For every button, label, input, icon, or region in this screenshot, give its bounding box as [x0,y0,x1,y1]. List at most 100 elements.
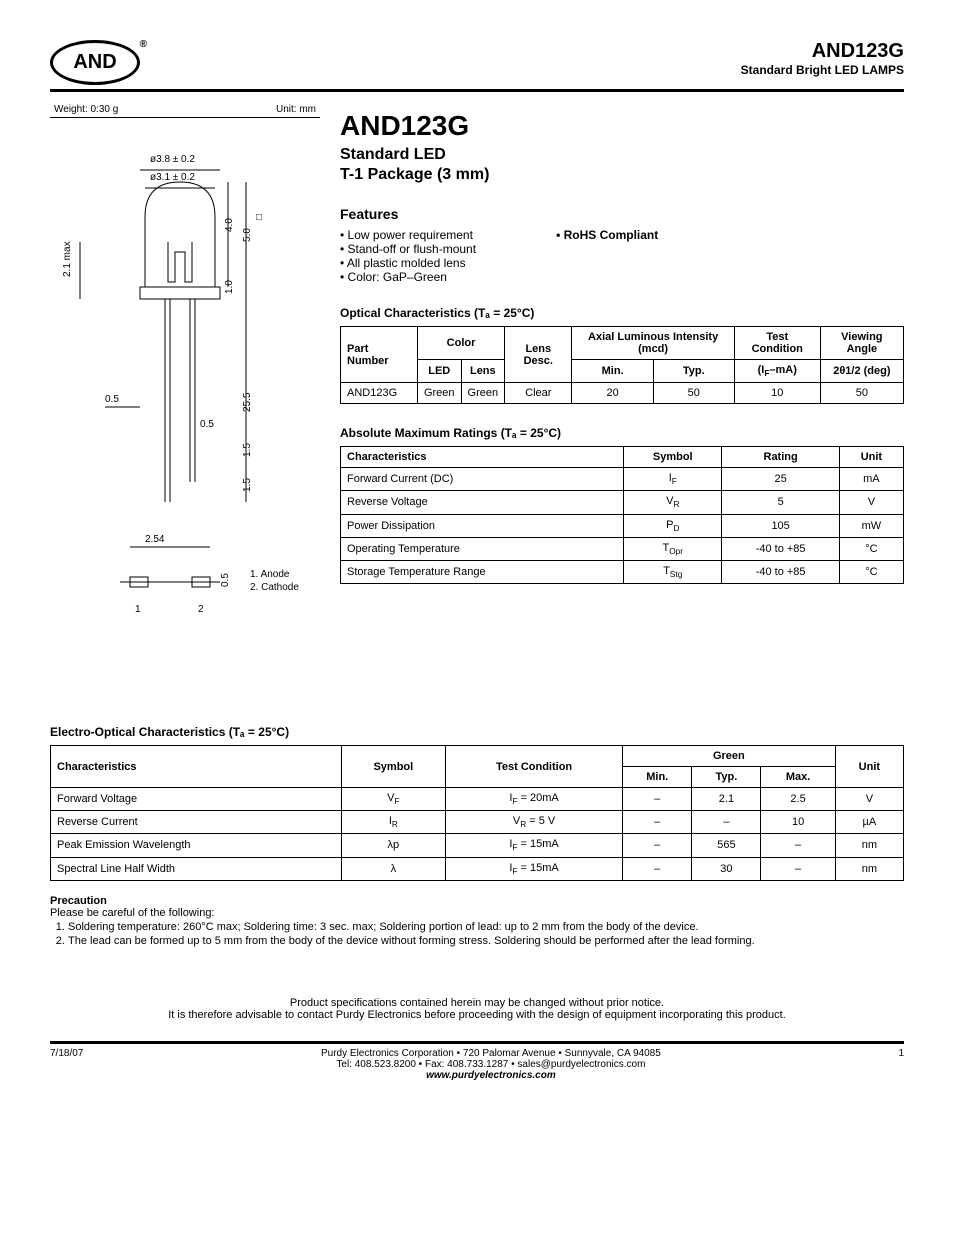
table-row: Spectral Line Half Width λ IF = 15mA – 3… [51,857,904,880]
electro-heading: Electro-Optical Characteristics (Tₐ = 25… [50,725,904,739]
col-rating: Rating [722,447,839,468]
col-unit: Unit [835,746,903,788]
cell: Spectral Line Half Width [51,857,342,880]
svg-text:ø3.8 ± 0.2: ø3.8 ± 0.2 [150,154,195,165]
absmax-heading: Absolute Maximum Ratings (Tₐ = 25°C) [340,426,904,440]
cell: 5 [722,491,839,514]
cell: 10 [734,383,820,404]
col-char: Characteristics [51,746,342,788]
svg-text:2. Cathode: 2. Cathode [250,582,299,593]
svg-text:2: 2 [198,604,204,615]
cell: V [835,788,903,811]
col-char: Characteristics [341,447,624,468]
svg-text:1: 1 [135,604,141,615]
main-columns: Weight: 0:30 g Unit: mm ø3.8 ± 0.2 [50,104,904,695]
logo-registered: ® [140,39,147,50]
cell: TOpr [624,537,722,560]
cell: 565 [692,834,761,857]
col-unit: Unit [839,447,903,468]
cell: VR = 5 V [446,811,623,834]
cell: Reverse Current [51,811,342,834]
cell: 50 [820,383,903,404]
electro-section: Electro-Optical Characteristics (Tₐ = 25… [50,725,904,1021]
svg-text:0.5: 0.5 [220,573,231,587]
table-row: AND123G Green Green Clear 20 50 10 50 [341,383,904,404]
footer-date: 7/18/07 [50,1048,83,1059]
header-subtitle: Standard Bright LED LAMPS [741,63,904,77]
precaution-title: Precaution [50,895,904,907]
svg-text:1.0: 1.0 [224,280,235,294]
col-test-sub: (IF–mA) [734,360,820,383]
footer-contact: Tel: 408.523.8200 • Fax: 408.733.1287 • … [83,1059,898,1070]
cell: 2.1 [692,788,761,811]
features-row: Low power requirement Stand-off or flush… [340,228,904,284]
cell: IF = 15mA [446,834,623,857]
features-list: Low power requirement Stand-off or flush… [340,228,476,284]
col-lens: Lens Desc. [505,327,572,383]
col-test: Test Condition [734,327,820,360]
header-part-number: AND123G [741,40,904,63]
col-max: Max. [761,767,835,788]
svg-text:2.1 max: 2.1 max [62,241,73,277]
cell: IF [624,468,722,491]
svg-text:25.5: 25.5 [242,392,253,412]
logo-text: AND [73,51,116,74]
cell: λp [341,834,446,857]
footer-center: Purdy Electronics Corporation • 720 Palo… [83,1048,898,1081]
col-typ: Typ. [692,767,761,788]
notice-section: Product specifications contained herein … [50,997,904,1021]
feature-item: Stand-off or flush-mount [340,242,476,256]
cell: 2.5 [761,788,835,811]
cell: TStg [624,560,722,583]
cell: λ [341,857,446,880]
cell: Peak Emission Wavelength [51,834,342,857]
cell: IR [341,811,446,834]
col-test: Test Condition [446,746,623,788]
package-diagram: ø3.8 ± 0.2 ø3.1 ± 0.2 2.1 max 4.0 5.0 □ … [50,122,320,692]
table-row: Operating Temperature TOpr -40 to +85 °C [341,537,904,560]
precaution-section: Precaution Please be careful of the foll… [50,895,904,947]
table-row: Reverse Voltage VR 5 V [341,491,904,514]
title-sub2: T-1 Package (3 mm) [340,166,904,184]
table-row: Power Dissipation PD 105 mW [341,514,904,537]
precaution-list: Soldering temperature: 260°C max; Solder… [68,921,904,947]
cell: – [761,834,835,857]
feature-item: All plastic molded lens [340,256,476,270]
cell: V [839,491,903,514]
cell: Power Dissipation [341,514,624,537]
cell: -40 to +85 [722,537,839,560]
col-view-sub: 2θ1/2 (deg) [820,360,903,383]
cell: AND123G [341,383,418,404]
optical-heading: Optical Characteristics (Tₐ = 25°C) [340,306,904,320]
table-row: Peak Emission Wavelength λp IF = 15mA – … [51,834,904,857]
cell: VF [341,788,446,811]
cell: Green [417,383,461,404]
cell: – [623,811,692,834]
header-right: AND123G Standard Bright LED LAMPS [741,40,904,77]
precaution-item: The lead can be formed up to 5 mm from t… [68,935,904,947]
cell: IF = 15mA [446,857,623,880]
cell: 10 [761,811,835,834]
col-ali: Axial Luminous Intensity (mcd) [572,327,734,360]
left-column: Weight: 0:30 g Unit: mm ø3.8 ± 0.2 [50,104,320,695]
cell: – [623,834,692,857]
feature-item: Color: GaP–Green [340,270,476,284]
cell: mA [839,468,903,491]
feature-item: Low power requirement [340,228,476,242]
svg-text:0.5: 0.5 [200,419,214,430]
precaution-item: Soldering temperature: 260°C max; Solder… [68,921,904,933]
cell: VR [624,491,722,514]
cell: °C [839,560,903,583]
cell: °C [839,537,903,560]
cell: Forward Current (DC) [341,468,624,491]
table-row: LED Lens Min. Typ. (IF–mA) 2θ1/2 (deg) [341,360,904,383]
table-row: Reverse Current IR VR = 5 V – – 10 µA [51,811,904,834]
notice-line-1: Product specifications contained herein … [50,997,904,1009]
cell: 20 [572,383,653,404]
cell: Storage Temperature Range [341,560,624,583]
cell: – [623,788,692,811]
cell: 25 [722,468,839,491]
footer-page: 1 [898,1048,904,1059]
col-green: Green [623,746,836,767]
diagram-meta: Weight: 0:30 g Unit: mm [50,104,320,118]
